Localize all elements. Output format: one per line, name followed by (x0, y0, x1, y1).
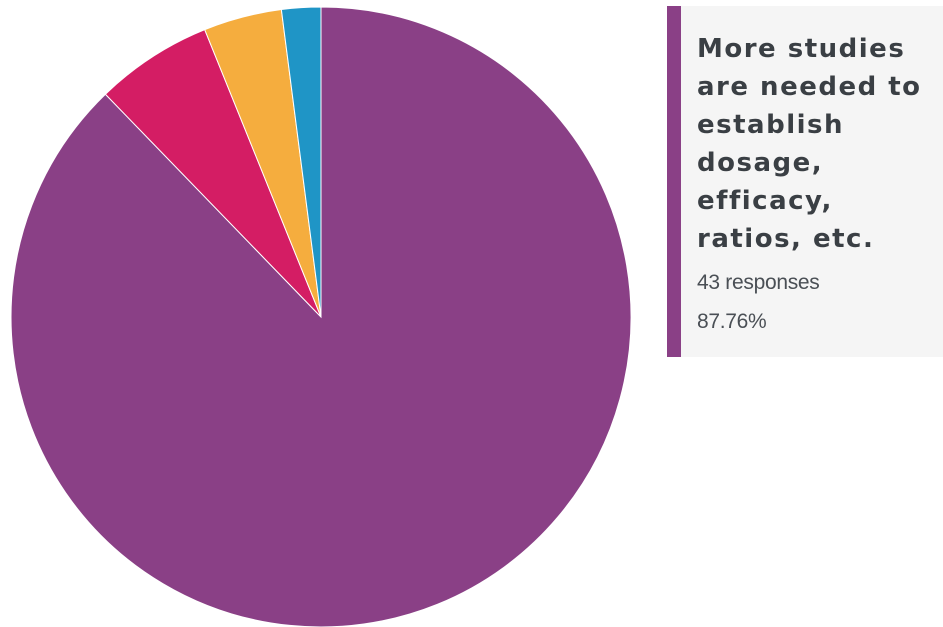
pie-slice-4[interactable] (280, 6, 322, 318)
pie-chart (10, 6, 632, 627)
pie-slice-1[interactable] (10, 6, 632, 627)
selected-slice-callout: More studies are needed to establish dos… (667, 6, 943, 357)
pie-slice-2[interactable] (104, 28, 322, 318)
callout-title: More studies are needed to establish dos… (697, 34, 922, 254)
callout-response-count: 43 responses (697, 271, 820, 294)
pie-slices (10, 6, 632, 627)
callout-accent-bar (667, 6, 681, 357)
callout-percentage: 87.76% (697, 310, 767, 333)
